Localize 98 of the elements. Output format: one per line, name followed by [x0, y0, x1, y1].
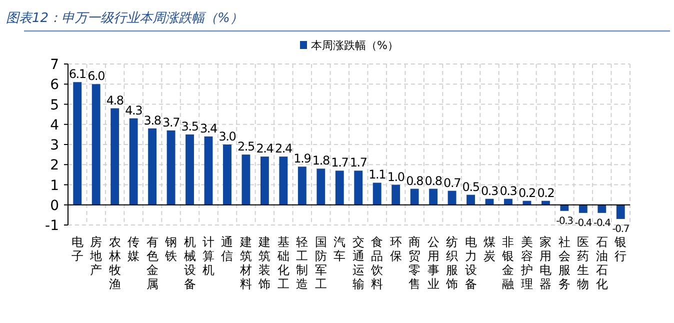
data-label: 6.1 [68, 67, 86, 82]
x-tick-label: 钢铁 [164, 235, 178, 263]
x-tick-label: 非银金融 [501, 235, 514, 291]
x-tick-label: 国防军工 [314, 235, 327, 291]
bar [372, 182, 382, 205]
data-label: 2.4 [274, 142, 292, 156]
bar [392, 184, 400, 205]
data-label: 2.5 [237, 140, 255, 154]
bar [578, 204, 588, 213]
x-tick-label: 有色金属 [146, 235, 158, 291]
bar [448, 190, 456, 205]
x-tick-label: 建筑装饰 [258, 235, 271, 291]
x-tick-label: 电力设备 [464, 235, 477, 291]
x-tick-label: 煤炭 [484, 235, 496, 263]
bar [148, 128, 157, 205]
data-label: -0.7 [612, 224, 630, 235]
bar [410, 188, 419, 205]
bar [260, 156, 269, 205]
data-label: -0.4 [574, 218, 592, 229]
y-tick-label: -1 [45, 218, 59, 234]
x-tick-label: 建筑材料 [238, 235, 252, 291]
bar [110, 108, 120, 205]
data-label: 3.8 [144, 113, 161, 128]
x-tick-label: 传媒 [128, 235, 140, 263]
y-tick-label: 4 [50, 117, 60, 134]
y-tick-label: 7 [50, 57, 59, 73]
data-label: 1.7 [350, 156, 367, 170]
data-label: 0.5 [462, 180, 480, 194]
x-tick-label: 商贸零售 [408, 235, 421, 291]
data-label: 4.3 [125, 103, 142, 118]
bar [354, 170, 363, 205]
x-tick-label: 农林牧渔 [108, 235, 121, 291]
bar [335, 170, 344, 205]
y-tick-label: 3 [50, 138, 59, 154]
data-label: 2.4 [256, 142, 274, 156]
data-label: 1.0 [387, 170, 404, 184]
y-tick-label: 0 [50, 198, 59, 214]
x-tick-label: 计算机 [202, 235, 214, 277]
data-label: 0.8 [406, 174, 424, 188]
bar [242, 154, 250, 205]
bar [616, 204, 625, 219]
x-tick-label: 汽车 [334, 235, 346, 263]
bar [316, 168, 326, 205]
bar [429, 188, 438, 205]
bar [92, 84, 100, 205]
bar [504, 198, 512, 205]
data-label: 0.3 [500, 184, 517, 198]
x-tick-label: 轻工制造 [296, 235, 308, 291]
data-label: 0.7 [444, 176, 461, 190]
data-label: 0.2 [537, 186, 554, 200]
x-tick-label: 美容护理 [520, 235, 533, 291]
data-label: 6.0 [88, 69, 105, 84]
y-tick-label: 1 [50, 178, 59, 194]
x-tick-label: 石油石化 [596, 235, 608, 291]
x-tick-label: 机械设备 [184, 235, 196, 291]
legend-label: 本周涨跌幅（%） [311, 39, 398, 52]
data-label: 3.7 [162, 115, 180, 130]
x-tick-label: 社会服务 [558, 235, 570, 291]
bar [129, 118, 138, 205]
data-label: 0.8 [424, 174, 442, 188]
data-label: 3.4 [200, 121, 218, 136]
x-tick-label: 交通运输 [352, 235, 364, 291]
x-tick-label: 家用电器 [540, 235, 552, 291]
bar [279, 156, 288, 205]
x-tick-label: 公用事业 [427, 235, 440, 291]
x-tick-label: 环保 [390, 235, 402, 263]
x-tick-label: 银行 [614, 235, 627, 263]
x-tick-label: 食品饮料 [370, 235, 384, 291]
x-tick-label: 医药生物 [577, 235, 590, 291]
bar [598, 204, 606, 213]
data-label: -0.3 [556, 216, 574, 227]
x-tick-label: 纺织服饰 [445, 235, 458, 291]
data-label: 1.1 [368, 168, 386, 182]
x-tick-label: 通信 [221, 235, 234, 263]
y-tick-label: 2 [50, 158, 59, 174]
y-tick-label: 6 [50, 77, 60, 94]
bar [186, 134, 194, 205]
data-label: -0.4 [594, 218, 611, 229]
bar [204, 136, 213, 205]
bar [166, 130, 176, 205]
y-tick-label: 5 [50, 97, 59, 114]
data-label: 1.8 [312, 154, 330, 168]
bar [466, 194, 475, 205]
data-label: 0.2 [518, 186, 536, 200]
data-label: 1.9 [294, 152, 311, 166]
data-label: 1.7 [331, 156, 348, 170]
bar [73, 82, 82, 205]
x-tick-label: 电子 [71, 235, 84, 263]
data-label: 3.0 [218, 130, 236, 144]
bar [560, 204, 569, 211]
data-label: 0.3 [481, 184, 498, 198]
bar [223, 144, 232, 205]
data-label: 3.5 [181, 119, 198, 134]
chart-title: 图表12：申万一级行业本周涨跌幅（%） [6, 11, 243, 26]
data-label: 4.8 [106, 93, 124, 108]
x-tick-label: 基础化工 [276, 235, 290, 291]
bar [298, 166, 306, 205]
x-tick-label: 房地产 [89, 235, 102, 277]
